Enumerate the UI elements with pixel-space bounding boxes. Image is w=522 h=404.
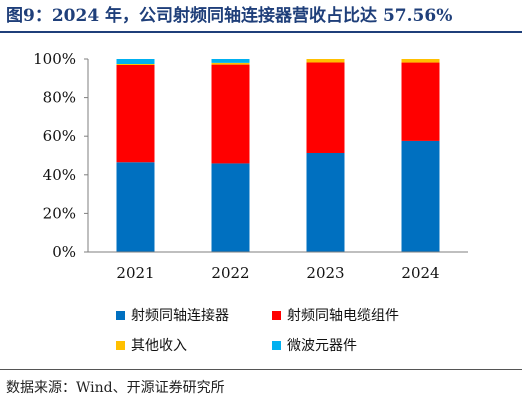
x-tick-label: 2022 xyxy=(211,264,249,282)
legend-swatch xyxy=(116,310,125,320)
bar-segment xyxy=(211,62,250,65)
bar-segment xyxy=(116,64,155,65)
y-tick-label: 80% xyxy=(43,89,76,107)
y-tick-labels: 0% 20% 40% 60% 80% 100% xyxy=(33,50,76,261)
legend-item: 微波元器件 xyxy=(272,335,357,355)
y-tick-label: 40% xyxy=(43,166,76,184)
source-note: 数据来源：Wind、开源证券研究所 xyxy=(6,380,225,396)
bar-segment xyxy=(116,64,155,163)
legend-item: 其他收入 xyxy=(116,335,187,355)
bar-segment xyxy=(211,163,250,252)
y-tick-label: 20% xyxy=(43,204,76,222)
bar-segment xyxy=(211,59,250,63)
bars xyxy=(116,59,440,252)
legend-label: 微波元器件 xyxy=(287,338,357,354)
bar-segment xyxy=(306,62,345,153)
legend-label: 射频同轴电缆组件 xyxy=(287,308,399,324)
bar-segment xyxy=(401,140,440,252)
x-tick-label: 2021 xyxy=(116,264,154,282)
axes xyxy=(84,58,468,253)
bar-segment xyxy=(306,152,345,252)
title-divider xyxy=(0,31,522,33)
y-tick-label: 100% xyxy=(33,50,76,68)
x-tick-label: 2023 xyxy=(306,264,344,282)
legend-item: 射频同轴连接器 xyxy=(116,305,229,325)
bar-segment xyxy=(401,59,440,63)
legend-swatch xyxy=(272,310,281,320)
chart-title: 图9：2024 年，公司射频同轴连接器营收占比达 57.56% xyxy=(6,6,453,26)
source-divider xyxy=(0,369,522,370)
legend-label: 其他收入 xyxy=(131,338,187,354)
legend-swatch xyxy=(116,340,125,350)
legend-swatch xyxy=(272,340,281,350)
bar-segment xyxy=(116,162,155,252)
bar-segment xyxy=(116,59,155,65)
y-tick-label: 0% xyxy=(52,243,76,261)
legend-label: 射频同轴连接器 xyxy=(131,308,229,324)
stacked-bar-chart: 0% 20% 40% 60% 80% 100% 2021 2022 2023 2024 xyxy=(33,50,468,282)
y-tick-label: 60% xyxy=(43,127,76,145)
bar-segment xyxy=(306,59,345,63)
x-tick-labels: 2021 2022 2023 2024 xyxy=(116,264,439,282)
bar-segment xyxy=(211,64,250,164)
x-tick-label: 2024 xyxy=(401,264,439,282)
legend-item: 射频同轴电缆组件 xyxy=(272,305,399,325)
bar-segment xyxy=(401,62,440,141)
